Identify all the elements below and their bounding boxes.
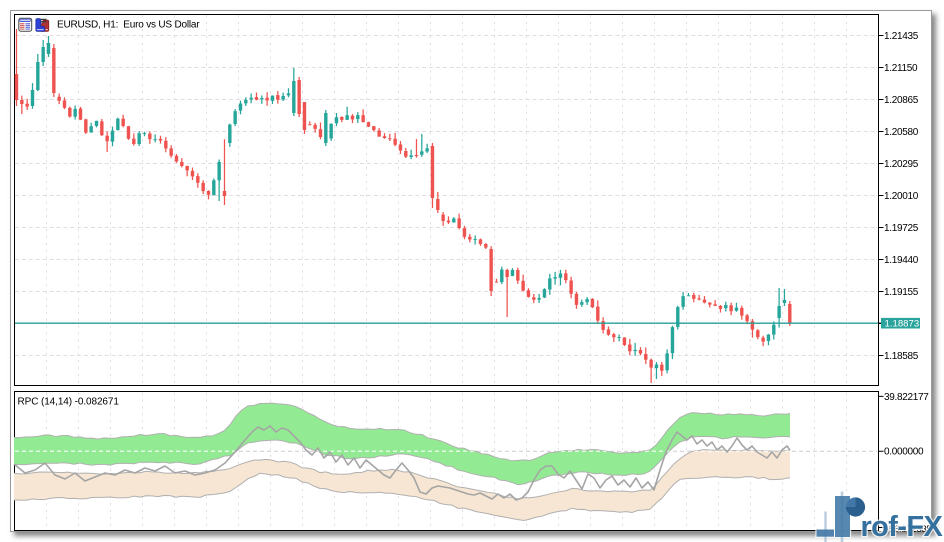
svg-text:1.19440: 1.19440 — [884, 255, 919, 266]
svg-text:1.20295: 1.20295 — [884, 159, 919, 170]
svg-text:1.18873: 1.18873 — [885, 319, 920, 330]
svg-text:1.19155: 1.19155 — [884, 287, 919, 298]
svg-text:rof-FX: rof-FX — [861, 511, 944, 542]
svg-text:1.18585: 1.18585 — [884, 351, 919, 362]
svg-text:1.19725: 1.19725 — [884, 223, 919, 234]
svg-text:1.20865: 1.20865 — [884, 95, 919, 106]
svg-text:1.21435: 1.21435 — [884, 31, 919, 42]
svg-text:1.20010: 1.20010 — [884, 191, 919, 202]
svg-text:1.21150: 1.21150 — [884, 63, 918, 74]
svg-text:rof-FX: rof-FX — [861, 511, 944, 542]
svg-text:EURUSD, H1: Euro vs US Dollar: EURUSD, H1: Euro vs US Dollar — [57, 20, 200, 31]
svg-text:-56.172335: -56.172335 — [886, 524, 932, 532]
svg-text:RPC (14,14) -0.082671: RPC (14,14) -0.082671 — [18, 397, 120, 408]
svg-text:1.20580: 1.20580 — [884, 127, 919, 138]
svg-text:0.000000: 0.000000 — [884, 447, 924, 458]
svg-text:39.822177: 39.822177 — [884, 392, 929, 403]
